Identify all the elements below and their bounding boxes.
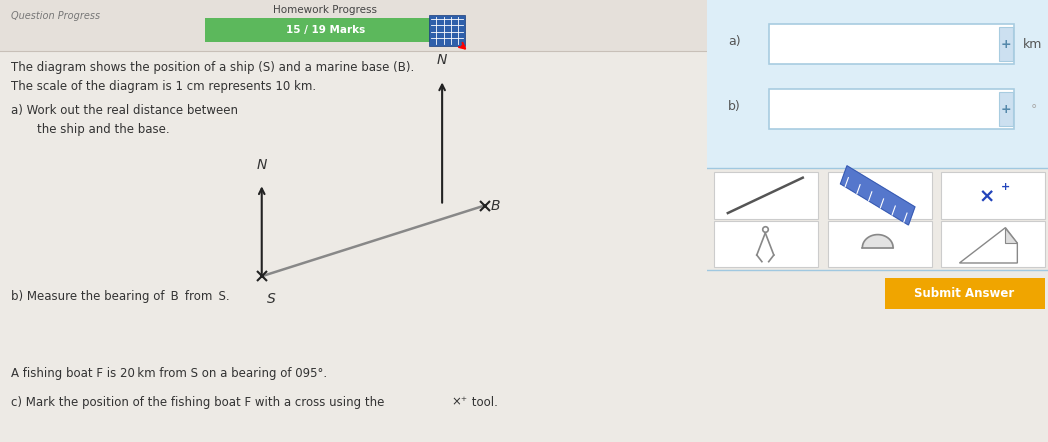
FancyBboxPatch shape [769,24,1014,64]
Text: +: + [1001,182,1010,191]
Text: S: S [267,292,276,306]
Text: b) Measure the bearing of  B  from  S.: b) Measure the bearing of B from S. [10,290,230,302]
Text: a) Work out the real distance between: a) Work out the real distance between [10,104,238,117]
Bar [941,172,1045,219]
Bar [715,172,818,219]
Text: Question Progress: Question Progress [10,11,100,21]
Bar [999,92,1013,126]
Bar [941,221,1045,267]
Text: Homework Progress: Homework Progress [274,5,377,15]
Bar [885,278,1045,309]
Bar [0,0,707,51]
Bar [205,18,445,42]
Bar [828,172,933,219]
Text: +: + [1001,103,1011,116]
Text: Submit Answer: Submit Answer [915,287,1014,301]
Text: ×: × [979,187,995,206]
Text: tool.: tool. [468,396,498,408]
Text: +: + [1001,38,1011,51]
Text: a): a) [728,35,741,49]
Polygon shape [1005,228,1018,243]
Bar [715,221,818,267]
Text: A fishing boat F is 20 km from S on a bearing of 095°.: A fishing boat F is 20 km from S on a be… [10,367,327,380]
Text: the ship and the base.: the ship and the base. [38,123,170,136]
Polygon shape [960,228,1018,263]
Text: 15 / 19 Marks: 15 / 19 Marks [286,25,365,34]
Text: ×⁺: ×⁺ [452,396,467,408]
Bar [429,15,465,46]
Text: The scale of the diagram is 1 cm represents 10 km.: The scale of the diagram is 1 cm represe… [10,80,315,93]
Bar [828,221,933,267]
Polygon shape [840,166,915,225]
Bar [707,0,1048,168]
Text: °: ° [1031,103,1038,116]
FancyBboxPatch shape [769,89,1014,129]
Text: N: N [437,53,447,67]
Text: km: km [1023,38,1043,51]
Text: c) Mark the position of the fishing boat F with a cross using the: c) Mark the position of the fishing boat… [10,396,387,408]
Text: b): b) [728,100,741,114]
Text: N: N [257,158,267,172]
Text: B: B [490,198,500,213]
Text: The diagram shows the position of a ship (S) and a marine base (B).: The diagram shows the position of a ship… [10,61,414,74]
Bar [999,27,1013,61]
